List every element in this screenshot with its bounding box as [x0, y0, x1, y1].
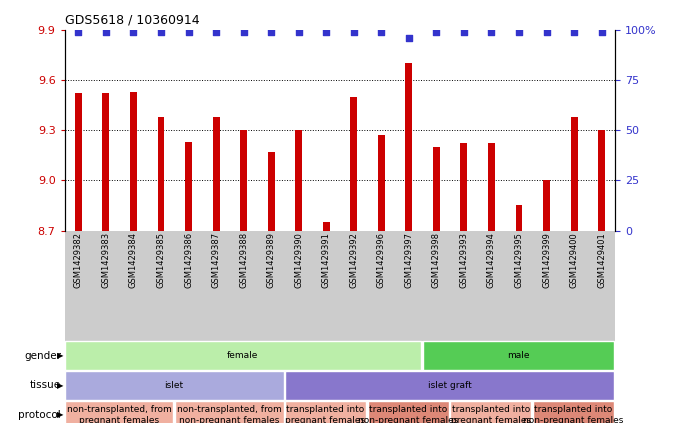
Bar [488, 143, 495, 231]
Point [348, 28, 359, 35]
Text: non-transplanted, from
pregnant females: non-transplanted, from pregnant females [67, 405, 171, 423]
Bar [350, 96, 357, 231]
Point [128, 28, 139, 35]
Point [376, 28, 387, 35]
Text: tissue: tissue [30, 380, 61, 390]
Bar [158, 117, 165, 231]
Text: islet: islet [165, 381, 184, 390]
Bar [295, 130, 302, 231]
Text: male: male [507, 351, 530, 360]
Text: ▶: ▶ [57, 381, 64, 390]
Point [458, 28, 469, 35]
Text: transplanted into
non-pregnant females: transplanted into non-pregnant females [358, 405, 458, 423]
Text: non-transplanted, from
non-pregnant females: non-transplanted, from non-pregnant fema… [177, 405, 282, 423]
Text: transplanted into
non-pregnant females: transplanted into non-pregnant females [523, 405, 624, 423]
Point [156, 28, 167, 35]
Point [596, 28, 607, 35]
Bar [268, 152, 275, 231]
Bar [515, 206, 522, 231]
Point [513, 28, 524, 35]
Point [238, 28, 249, 35]
Text: ▶: ▶ [57, 410, 64, 420]
Bar [543, 180, 550, 231]
Text: transplanted into
pregnant females: transplanted into pregnant females [451, 405, 531, 423]
Point [321, 28, 332, 35]
Point [403, 34, 414, 41]
Point [541, 28, 552, 35]
Text: gender: gender [24, 351, 61, 361]
Text: islet graft: islet graft [428, 381, 471, 390]
Point [211, 28, 222, 35]
Text: ▶: ▶ [57, 351, 64, 360]
Bar [571, 117, 577, 231]
Point [431, 28, 442, 35]
Bar [598, 130, 605, 231]
Text: transplanted into
pregnant females: transplanted into pregnant females [286, 405, 366, 423]
Bar [378, 135, 385, 231]
Bar [130, 91, 137, 231]
Point [183, 28, 194, 35]
Point [101, 28, 112, 35]
Text: GDS5618 / 10360914: GDS5618 / 10360914 [65, 13, 199, 26]
Bar [103, 93, 109, 231]
Point [293, 28, 304, 35]
Bar [240, 130, 247, 231]
Bar [323, 222, 330, 231]
Bar [433, 147, 440, 231]
Point [486, 28, 497, 35]
Bar [460, 143, 467, 231]
Bar [213, 117, 220, 231]
Bar [75, 93, 82, 231]
Text: female: female [227, 351, 258, 360]
Bar [405, 63, 412, 231]
Point [73, 28, 84, 35]
Point [568, 28, 579, 35]
Point [266, 28, 277, 35]
Text: protocol: protocol [18, 410, 61, 420]
Bar [185, 142, 192, 231]
